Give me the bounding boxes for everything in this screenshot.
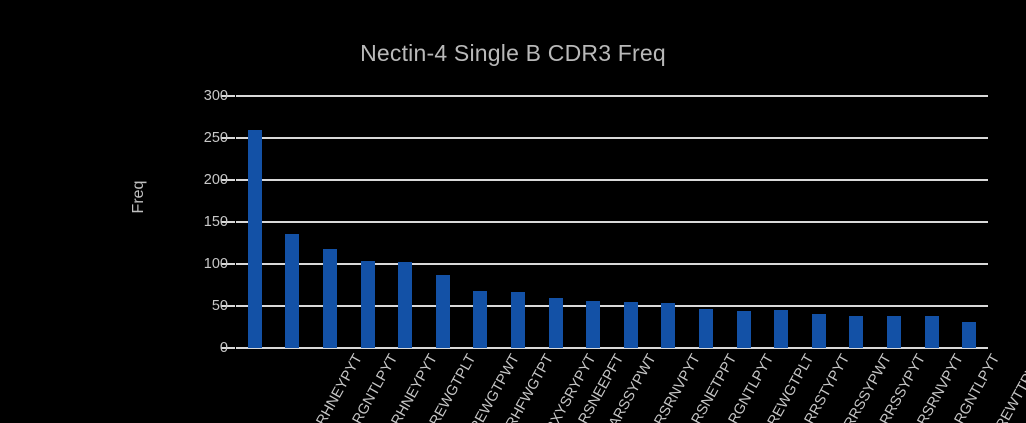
y-axis-tick	[221, 305, 235, 307]
y-axis-tick-label: 150	[203, 214, 228, 230]
bar[interactable]	[849, 316, 864, 348]
plot-area	[221, 95, 988, 349]
bar[interactable]	[924, 316, 939, 348]
bar[interactable]	[887, 316, 901, 348]
y-axis-tick	[221, 137, 235, 139]
gridline	[236, 263, 988, 265]
bar[interactable]	[699, 308, 713, 348]
bar[interactable]	[811, 314, 826, 348]
bar[interactable]	[360, 260, 375, 348]
bar[interactable]	[586, 300, 601, 348]
bar[interactable]	[548, 298, 563, 348]
gridline	[236, 347, 988, 349]
gridline	[236, 137, 988, 139]
bars-layer	[236, 96, 988, 348]
bar[interactable]	[473, 290, 488, 348]
bar[interactable]	[962, 321, 977, 348]
y-axis-tick-label: 50	[211, 298, 228, 314]
y-axis-tick	[221, 221, 235, 223]
bar[interactable]	[285, 233, 300, 348]
bar[interactable]	[661, 302, 676, 348]
bar[interactable]	[736, 311, 751, 348]
bar[interactable]	[435, 274, 450, 348]
bar[interactable]	[774, 310, 789, 348]
y-axis-tick-label: 100	[203, 256, 228, 272]
x-axis-tick-labels: ARHNEYPYT ARGNTLPYT ARHNEYPYT AREWGTPLT AREW…	[236, 352, 1026, 423]
bar[interactable]	[398, 262, 413, 348]
bar[interactable]	[623, 301, 638, 348]
y-axis-tick	[221, 347, 235, 349]
gridline	[236, 221, 988, 223]
y-axis-tick-label: 250	[203, 130, 228, 146]
bar[interactable]	[511, 291, 525, 348]
y-axis-tick-label: 0	[219, 340, 228, 356]
y-axis-title: Freq	[130, 180, 147, 214]
bar[interactable]	[247, 130, 262, 348]
y-axis-tick	[221, 95, 235, 97]
gridline	[236, 305, 988, 307]
y-axis-tick-label: 200	[203, 172, 228, 188]
y-axis-tick	[221, 179, 235, 181]
gridline	[236, 95, 988, 97]
y-axis-tick	[221, 263, 235, 265]
y-axis-tick-label: 300	[203, 88, 228, 104]
gridline	[236, 179, 988, 181]
chart-title: Nectin-4 Single B CDR3 Freq	[360, 40, 666, 66]
bar[interactable]	[323, 248, 337, 348]
